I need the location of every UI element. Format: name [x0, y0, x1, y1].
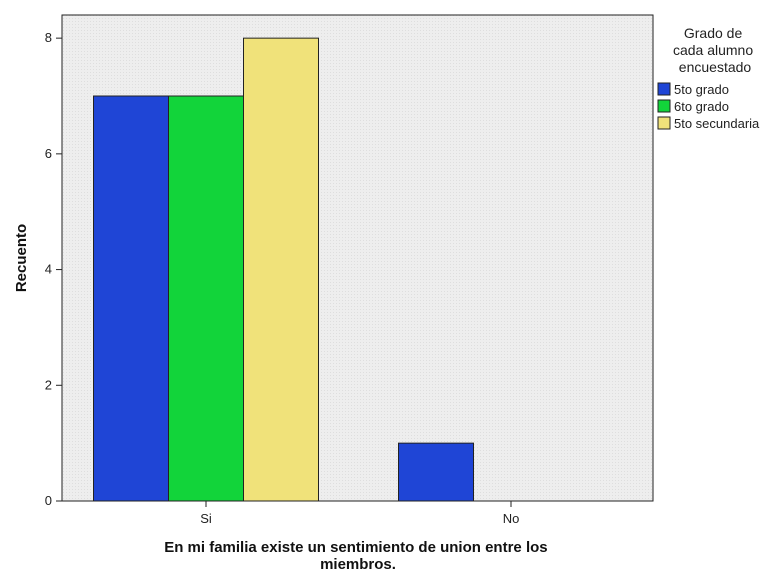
bar-5to-grado-no: [398, 442, 474, 502]
legend-title-line-2: cada alumno: [673, 42, 753, 58]
x-axis-title: En mi familia existe un sentimiento de u…: [164, 539, 552, 572]
legend-swatch: [657, 82, 671, 96]
bar-5to-secundaria-si: [243, 37, 319, 502]
x-axis-title-line-2: miembros.: [320, 556, 396, 572]
x-tick-label: No: [503, 511, 520, 526]
bar-6to-grado-si: [168, 95, 244, 502]
legend-label: 5to secundaria: [674, 116, 760, 131]
x-axis-title-line-1: En mi familia existe un sentimiento de u…: [164, 539, 547, 556]
x-tick-label: Si: [200, 511, 212, 526]
legend-swatch: [657, 99, 671, 113]
legend-title-line-1: Grado de: [684, 25, 743, 41]
y-tick-label: 4: [45, 262, 52, 277]
legend-title-line-3: encuestado: [679, 59, 752, 75]
legend: Grado de cada alumno encuestado 5to grad…: [657, 25, 760, 131]
legend-label: 5to grado: [674, 82, 729, 97]
legend-title: Grado de cada alumno encuestado: [673, 25, 757, 75]
bar-5to-grado-si: [93, 95, 169, 502]
y-tick-label: 2: [45, 377, 52, 392]
y-tick-label: 8: [45, 30, 52, 45]
y-axis-title: Recuento: [13, 224, 30, 292]
legend-swatch: [657, 116, 671, 130]
y-tick-label: 6: [45, 146, 52, 161]
legend-label: 6to grado: [674, 99, 729, 114]
y-tick-label: 0: [45, 493, 52, 508]
